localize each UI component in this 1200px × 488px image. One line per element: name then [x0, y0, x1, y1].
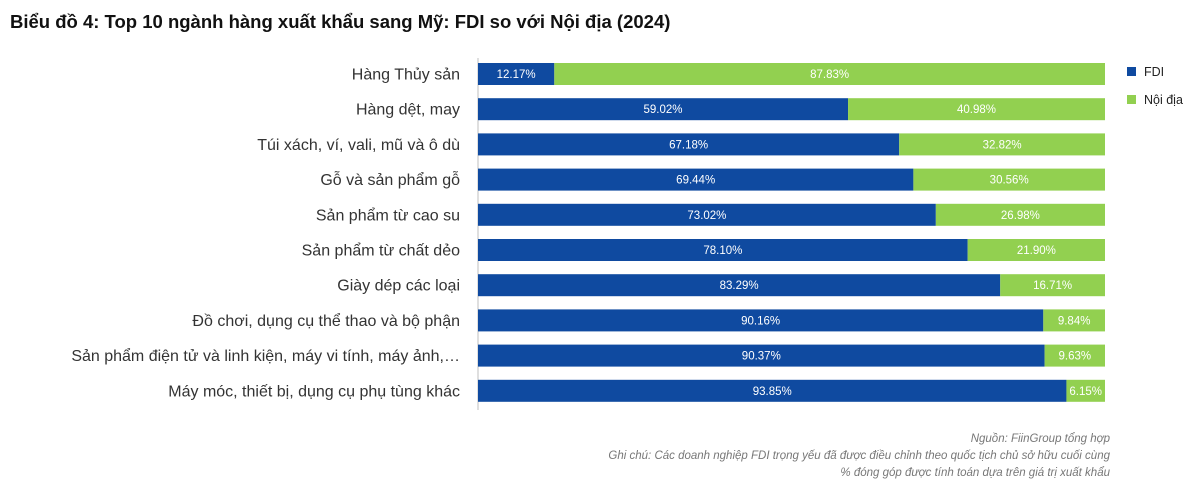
data-label: 69.44% [676, 175, 715, 187]
category-label: Sản phẩm từ cao su [316, 206, 460, 224]
bar-fdi [478, 133, 900, 156]
category-label: Hàng Thủy sản [352, 67, 460, 84]
legend-label-fdi: FDI [1144, 65, 1164, 79]
footnote-1: Ghi chú: Các doanh nghiệp FDI trọng yếu … [608, 450, 1110, 462]
data-label: 9.63% [1059, 351, 1092, 363]
bar-fdi [478, 344, 1045, 367]
legend-label-noi-dia: Nội địa [1144, 93, 1183, 107]
bar-fdi [478, 239, 968, 261]
data-label: 67.18% [669, 139, 708, 151]
category-label: Sản phẩm điện tử và linh kiện, máy vi tí… [71, 347, 460, 365]
bar-fdi [478, 168, 914, 191]
legend: FDI Nội địa [1127, 65, 1183, 107]
data-label: 40.98% [957, 104, 996, 116]
category-label: Đồ chơi, dụng cụ thể thao và bộ phận [192, 312, 460, 330]
bar-fdi [478, 309, 1044, 332]
data-label: 6.15% [1069, 386, 1102, 398]
data-label: 83.29% [720, 280, 759, 292]
data-label: 93.85% [753, 386, 792, 398]
data-label: 30.56% [990, 175, 1029, 187]
data-label: 12.17% [497, 69, 536, 81]
source-note: Nguồn: FiinGroup tổng hợp [970, 433, 1110, 445]
bar-fdi [478, 203, 936, 226]
bar-noi-dia [1066, 379, 1105, 402]
bar-noi-dia [848, 98, 1105, 121]
category-label: Gỗ và sản phẩm gỗ [320, 170, 460, 189]
category-label: Giày dép các loại [337, 278, 460, 295]
data-label: 16.71% [1033, 280, 1072, 292]
chart-title: Biểu đồ 4: Top 10 ngành hàng xuất khẩu s… [10, 11, 671, 32]
data-label: 78.10% [703, 245, 742, 257]
data-label: 21.90% [1017, 245, 1056, 257]
bar-fdi [478, 274, 1001, 297]
bar-noi-dia [1043, 309, 1105, 332]
data-label: 32.82% [983, 139, 1022, 151]
bar-noi-dia [554, 63, 1105, 85]
bar-noi-dia [899, 133, 1105, 156]
bar-fdi [478, 379, 1067, 402]
category-label: Túi xách, ví, vali, mũ và ô dù [257, 137, 460, 154]
bar-noi-dia [1000, 274, 1105, 297]
data-label: 9.84% [1058, 315, 1091, 327]
data-label: 90.37% [742, 351, 781, 363]
data-label: 26.98% [1001, 210, 1040, 222]
data-label: 87.83% [810, 69, 849, 81]
legend-swatch-noi-dia [1127, 95, 1136, 104]
bar-fdi [478, 63, 555, 85]
bar-noi-dia [1044, 344, 1105, 367]
data-label: 90.16% [741, 315, 780, 327]
category-label: Sản phẩm từ chất dẻo [302, 242, 460, 260]
footnote-2: % đóng góp được tính toán dựa trên giá t… [840, 467, 1110, 479]
bar-fdi [478, 98, 849, 121]
bar-noi-dia [913, 168, 1105, 191]
category-label: Hàng dệt, may [356, 102, 460, 119]
bar-noi-dia [967, 239, 1105, 261]
legend-swatch-fdi [1127, 67, 1136, 76]
category-label: Máy móc, thiết bị, dụng cụ phụ tùng khác [168, 383, 460, 400]
data-label: 73.02% [687, 210, 726, 222]
category-labels: Hàng Thủy sản Hàng dệt, may Túi xách, ví, … [71, 67, 460, 401]
bar-noi-dia [935, 203, 1105, 226]
data-label: 59.02% [644, 104, 683, 116]
bars-group: 12.17% 87.83% 59.02% 40.98% 67.18% 32.82% 69.4… [478, 63, 1105, 402]
